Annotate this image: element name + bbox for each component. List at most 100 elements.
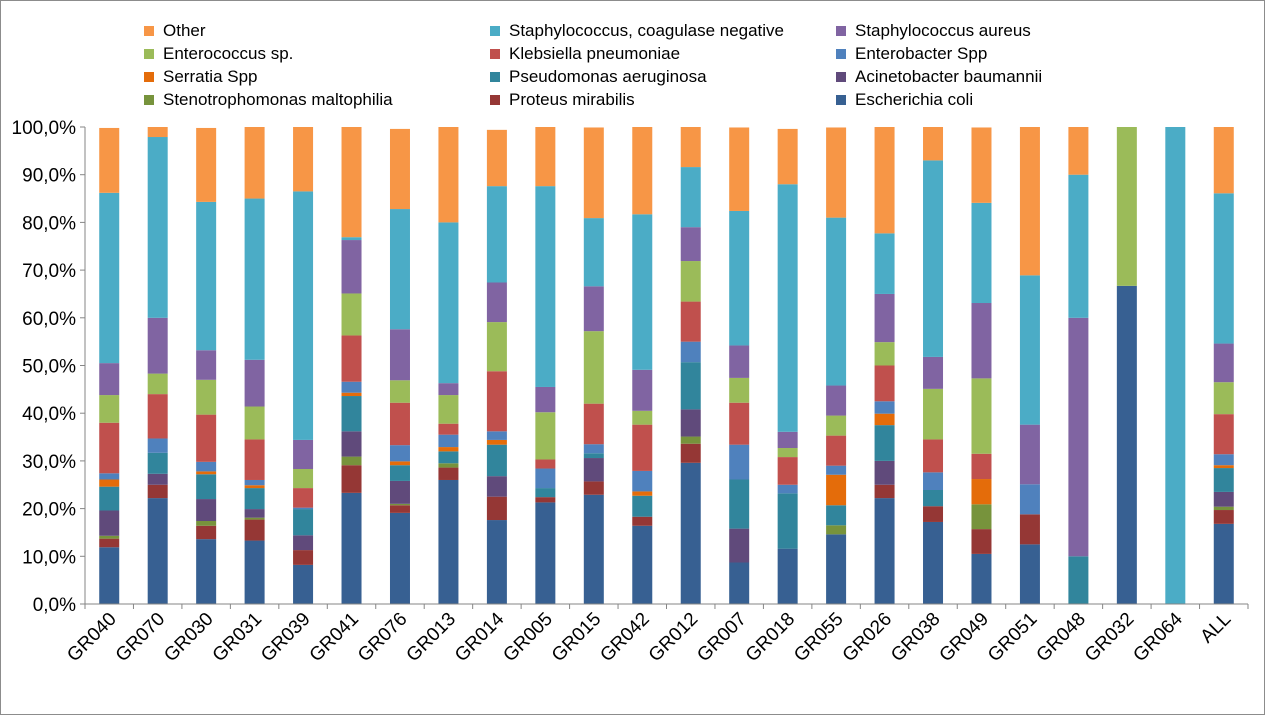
y-tick-label: 10,0% <box>22 547 76 568</box>
bar-segment-gr076-other <box>389 128 410 210</box>
bar-segment-gr013-escherichia-coli <box>438 479 459 604</box>
legend-item-other: Other <box>144 21 206 41</box>
bar-segment-gr041-klebsiella-pneumoniae <box>341 335 362 382</box>
x-tick-label-all: ALL <box>1197 609 1236 648</box>
x-tick-label-gr031: GR031 <box>209 609 266 666</box>
x-tick-label-gr041: GR041 <box>306 609 363 666</box>
bar-segment-gr051-staphylococcus-aureus <box>1019 424 1040 485</box>
bar-segment-gr070-other <box>147 127 168 138</box>
bar-segment-gr042-proteus-mirabilis <box>632 516 653 526</box>
x-tick-label-gr040: GR040 <box>63 609 120 666</box>
bar-segment-gr005-staphylococcus-aureus <box>535 386 556 413</box>
y-tick-label: 70,0% <box>22 261 76 282</box>
legend-swatch <box>490 72 500 82</box>
bar-segment-gr040-staphylococcus-aureus <box>99 363 120 396</box>
x-tick-label-gr026: GR026 <box>839 609 896 666</box>
legend-swatch <box>490 49 500 59</box>
bar-segment-gr014-acinetobacter-baumannii <box>486 476 507 497</box>
bar-segment-gr038-escherichia-coli <box>923 521 944 604</box>
legend-swatch <box>144 26 154 36</box>
x-tick-label-gr015: GR015 <box>548 609 605 666</box>
bar-segment-gr041-other <box>341 127 362 238</box>
bar-segment-gr039-enterococcus-sp <box>293 469 314 489</box>
bar-segment-gr042-pseudomonas-aeruginosa <box>632 495 653 517</box>
bar-segment-gr014-staphylococcus-coagulase-negative <box>486 186 507 283</box>
bar-segment-gr014-escherichia-coli <box>486 520 507 604</box>
bar-segment-gr013-klebsiella-pneumoniae <box>438 423 459 435</box>
y-axis-ticks: 0,0% 10,0% 20,0% 30,0% 40,0% 50,0% 60,0% 70,0% 8… <box>12 118 85 616</box>
bar-segment-gr030-pseudomonas-aeruginosa <box>196 474 217 500</box>
x-tick-label-gr039: GR039 <box>257 609 314 666</box>
bar-segment-gr039-proteus-mirabilis <box>293 550 314 565</box>
bar-segment-gr026-enterobacter-spp <box>874 401 895 414</box>
bar-segment-all-stenotrophomonas-maltophilia <box>1213 506 1234 511</box>
bar-segment-gr040-enterobacter-spp <box>99 473 120 480</box>
bar-segment-gr026-enterococcus-sp <box>874 342 895 366</box>
bar-segment-gr015-other <box>583 127 604 219</box>
bar-segment-gr007-escherichia-coli <box>729 562 750 604</box>
legend-label: Enterococcus sp. <box>163 44 294 63</box>
y-tick-label: 60,0% <box>22 309 76 330</box>
bar-segment-gr013-other <box>438 127 459 223</box>
bar-segment-gr031-staphylococcus-coagulase-negative <box>244 198 265 360</box>
bar-segment-gr015-escherichia-coli <box>583 494 604 604</box>
bar-segment-gr012-enterobacter-spp <box>680 341 701 363</box>
bar-segment-gr040-serratia-spp <box>99 479 120 487</box>
bar-segment-gr039-pseudomonas-aeruginosa <box>293 509 314 536</box>
bar-segment-gr055-pseudomonas-aeruginosa <box>826 505 847 526</box>
bar-segment-gr031-enterobacter-spp <box>244 479 265 486</box>
bar-segment-gr038-other <box>923 127 944 161</box>
legend-item-pseudomonas-aeruginosa: Pseudomonas aeruginosa <box>490 67 707 87</box>
bar-segment-gr076-staphylococcus-aureus <box>389 329 410 381</box>
bar-segment-gr031-staphylococcus-aureus <box>244 359 265 407</box>
legend-label: Klebsiella pneumoniae <box>509 44 681 63</box>
bar-segment-gr031-pseudomonas-aeruginosa <box>244 488 265 510</box>
bar-segment-gr041-proteus-mirabilis <box>341 465 362 493</box>
bar-segment-gr005-escherichia-coli <box>535 502 556 604</box>
x-tick-label-gr013: GR013 <box>403 609 460 666</box>
bar-segment-gr040-stenotrophomonas-maltophilia <box>99 535 120 539</box>
bar-segment-gr013-enterococcus-sp <box>438 395 459 424</box>
legend-swatch <box>144 49 154 59</box>
bar-segment-gr030-klebsiella-pneumoniae <box>196 414 217 462</box>
bar-segment-all-enterococcus-sp <box>1213 382 1234 415</box>
bar-segment-gr042-escherichia-coli <box>632 525 653 604</box>
bar-segment-gr026-other <box>874 127 895 234</box>
bar-segment-gr051-enterobacter-spp <box>1019 484 1040 515</box>
legend-label: Escherichia coli <box>855 90 974 109</box>
bar-segment-gr042-staphylococcus-coagulase-negative <box>632 214 653 370</box>
legend-item-staphylococcus-coagulase-negative: Staphylococcus, coagulase negative <box>490 21 784 41</box>
bar-segment-gr030-staphylococcus-aureus <box>196 350 217 380</box>
bar-segment-all-serratia-spp <box>1213 465 1234 469</box>
bar-segment-gr040-klebsiella-pneumoniae <box>99 422 120 474</box>
bar-segment-gr026-escherichia-coli <box>874 498 895 604</box>
legend-label: Serratia Spp <box>163 67 258 86</box>
bar-segment-gr055-staphylococcus-aureus <box>826 385 847 416</box>
bar-segment-gr014-other <box>486 129 507 187</box>
bar-segment-gr013-staphylococcus-aureus <box>438 383 459 396</box>
bar-segment-gr049-enterococcus-sp <box>971 378 992 454</box>
bar-segment-gr055-escherichia-coli <box>826 534 847 604</box>
bars-group <box>99 127 1234 605</box>
bar-segment-gr013-proteus-mirabilis <box>438 467 459 480</box>
bar-segment-gr048-other <box>1068 127 1089 175</box>
bar-segment-gr055-other <box>826 127 847 218</box>
bar-segment-gr051-other <box>1019 127 1040 276</box>
bar-segment-gr015-klebsiella-pneumoniae <box>583 403 604 445</box>
legend-swatch <box>144 72 154 82</box>
bar-segment-gr070-staphylococcus-coagulase-negative <box>147 137 168 318</box>
bar-segment-gr015-acinetobacter-baumannii <box>583 458 604 482</box>
bar-segment-gr041-enterobacter-spp <box>341 381 362 393</box>
x-tick-label-gr032: GR032 <box>1081 609 1138 666</box>
legend-label: Stenotrophomonas maltophilia <box>163 90 393 109</box>
bar-segment-gr007-other <box>729 127 750 211</box>
legend-item-enterococcus-sp: Enterococcus sp. <box>144 44 293 64</box>
legend-item-proteus-mirabilis: Proteus mirabilis <box>490 90 635 110</box>
bar-segment-gr076-enterobacter-spp <box>389 445 410 462</box>
bar-segment-gr040-escherichia-coli <box>99 547 120 604</box>
bar-segment-gr007-acinetobacter-baumannii <box>729 528 750 563</box>
bar-segment-gr042-klebsiella-pneumoniae <box>632 424 653 471</box>
bar-segment-gr018-other <box>777 128 798 185</box>
bar-segment-gr048-pseudomonas-aeruginosa <box>1068 556 1089 604</box>
bar-segment-gr032-escherichia-coli <box>1116 285 1137 604</box>
